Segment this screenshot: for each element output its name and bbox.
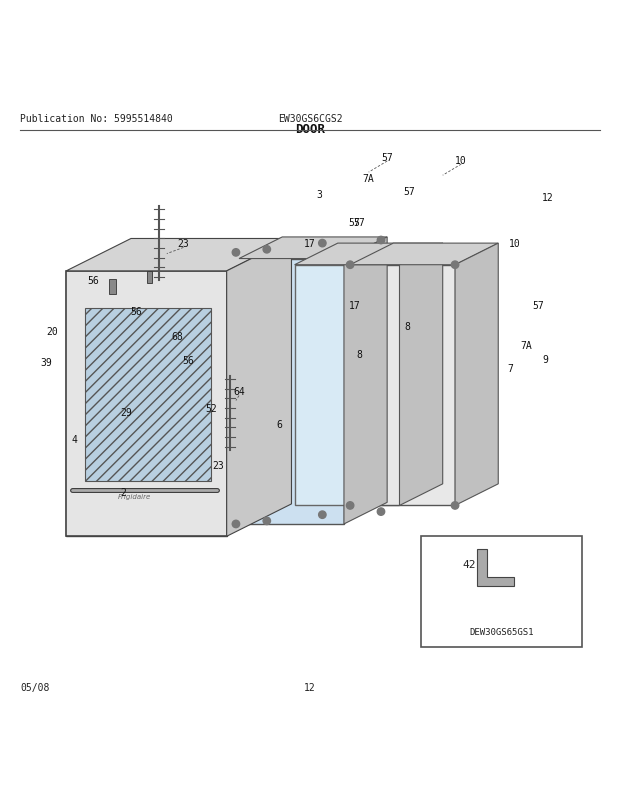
Circle shape [319, 512, 326, 519]
Polygon shape [294, 244, 443, 265]
Text: DEW30GS65GS1: DEW30GS65GS1 [469, 627, 534, 637]
Polygon shape [66, 272, 227, 537]
Text: 2: 2 [121, 488, 126, 497]
Polygon shape [66, 272, 227, 537]
Text: 10: 10 [509, 239, 521, 249]
Text: 10: 10 [455, 156, 467, 165]
Text: 57: 57 [403, 186, 415, 196]
Text: 12: 12 [542, 192, 554, 203]
Bar [147, 272, 152, 284]
Polygon shape [350, 265, 455, 506]
Polygon shape [344, 237, 387, 525]
Text: 42: 42 [463, 559, 476, 569]
Text: 7A: 7A [520, 341, 532, 350]
Text: 56: 56 [182, 356, 193, 366]
Text: 7A: 7A [363, 174, 374, 184]
Polygon shape [85, 309, 211, 481]
Text: 68: 68 [171, 331, 183, 342]
Text: 57: 57 [353, 217, 365, 227]
Polygon shape [477, 549, 515, 586]
Text: 57: 57 [381, 152, 393, 163]
Text: 29: 29 [120, 407, 132, 417]
Text: 23: 23 [213, 460, 224, 471]
Bar [421, 537, 582, 647]
Text: DOOR: DOOR [295, 123, 325, 136]
Polygon shape [294, 265, 399, 506]
Text: 57: 57 [348, 217, 360, 227]
Circle shape [263, 517, 270, 525]
Text: 8: 8 [405, 322, 410, 332]
Circle shape [347, 261, 354, 269]
Text: 12: 12 [304, 682, 316, 692]
Text: 4: 4 [71, 434, 77, 444]
Text: 17: 17 [304, 239, 316, 249]
Text: 39: 39 [40, 358, 51, 368]
Polygon shape [66, 239, 291, 272]
Text: 23: 23 [177, 239, 189, 249]
Polygon shape [455, 244, 498, 506]
Polygon shape [227, 239, 291, 537]
Text: Publication No: 5995514840: Publication No: 5995514840 [20, 115, 172, 124]
Text: 6: 6 [276, 419, 282, 429]
Polygon shape [239, 259, 344, 525]
Text: 56: 56 [87, 276, 99, 286]
Circle shape [263, 246, 270, 253]
Text: 9: 9 [543, 354, 549, 364]
Text: 56: 56 [130, 306, 142, 317]
Circle shape [232, 249, 240, 257]
Circle shape [378, 508, 384, 516]
Text: 8: 8 [356, 350, 362, 360]
Text: 17: 17 [348, 301, 360, 310]
Text: EW30GS6CGS2: EW30GS6CGS2 [278, 115, 342, 124]
Text: 05/08: 05/08 [20, 682, 49, 692]
Text: Frigidaire: Frigidaire [117, 493, 151, 500]
Text: 52: 52 [205, 403, 217, 413]
Text: 7: 7 [508, 364, 513, 374]
Text: 20: 20 [46, 327, 58, 337]
Text: 57: 57 [533, 301, 544, 310]
Polygon shape [350, 244, 498, 265]
Circle shape [232, 520, 240, 528]
Bar [108, 279, 116, 294]
Polygon shape [239, 237, 387, 259]
Circle shape [319, 240, 326, 248]
Text: 64: 64 [233, 387, 245, 397]
Polygon shape [399, 244, 443, 506]
Circle shape [378, 237, 384, 245]
Circle shape [347, 502, 354, 509]
Text: 3: 3 [316, 189, 322, 200]
Circle shape [451, 261, 459, 269]
Circle shape [451, 502, 459, 509]
